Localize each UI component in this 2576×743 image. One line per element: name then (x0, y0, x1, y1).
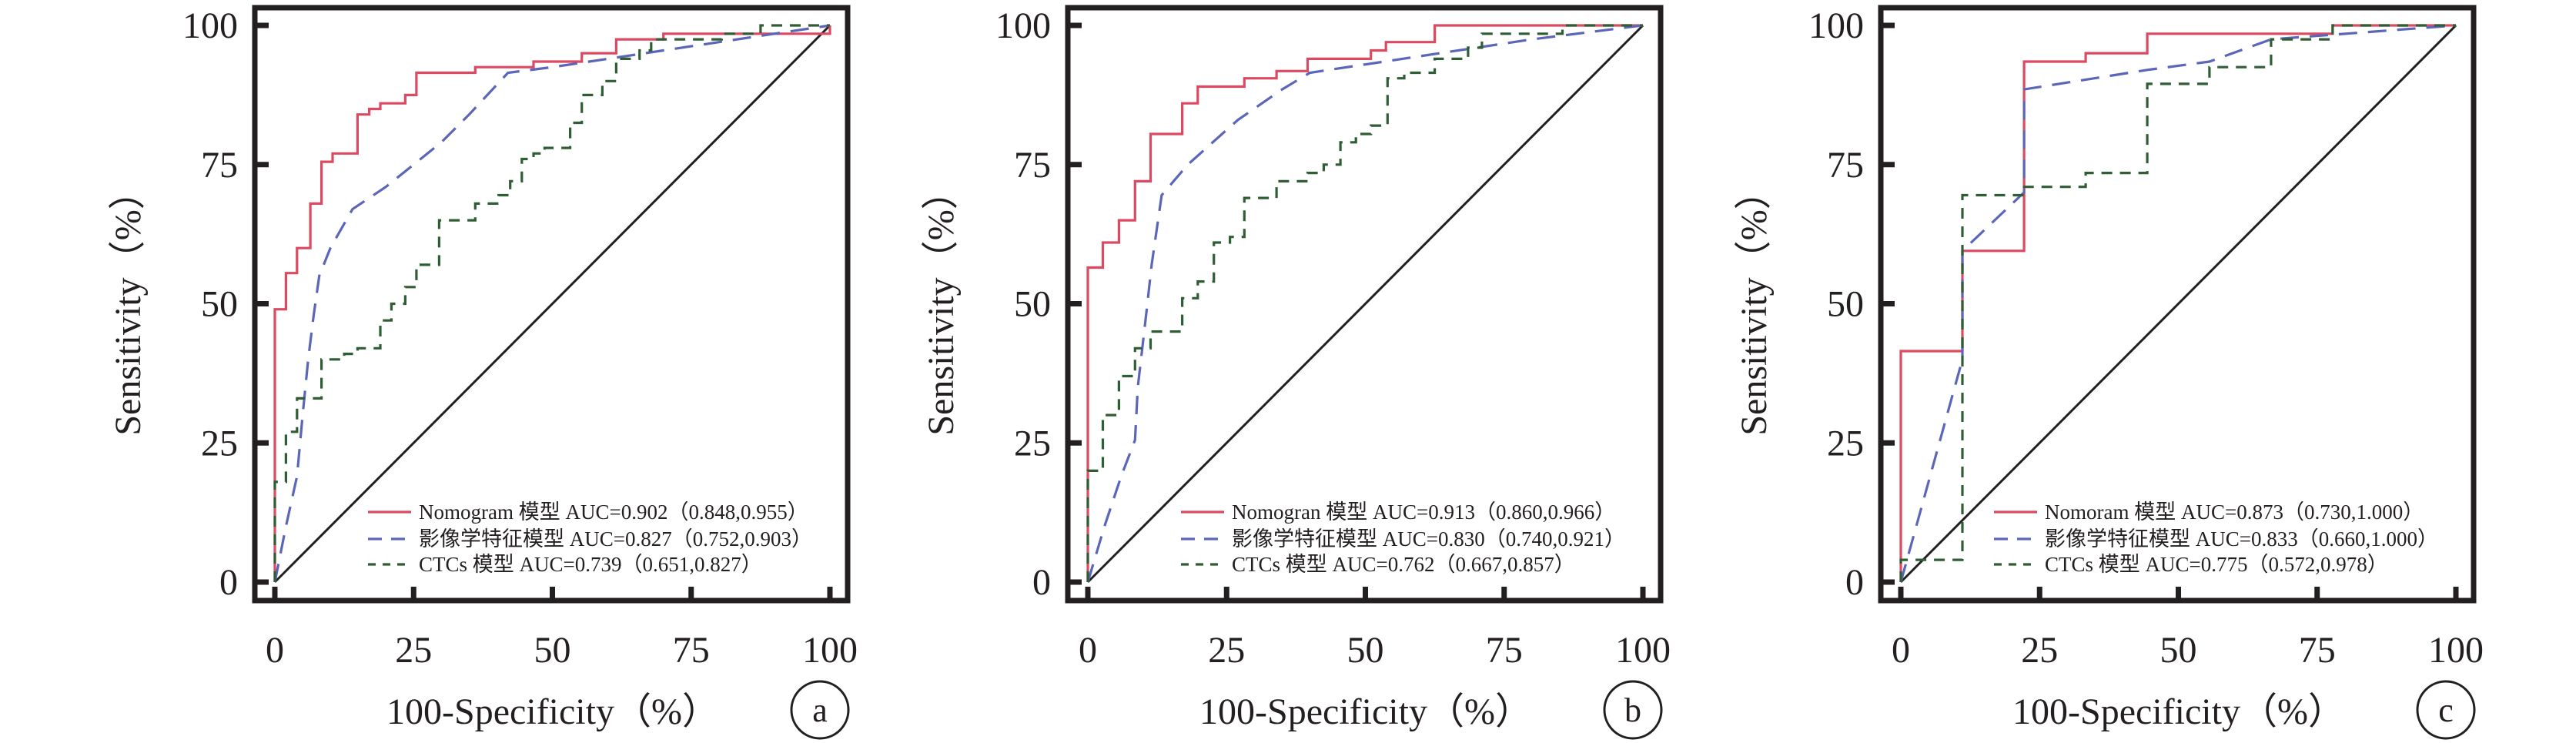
y-tick-label: 100 (182, 5, 238, 46)
x-tick-label: 25 (1208, 630, 1245, 671)
y-tick-label: 50 (201, 284, 238, 325)
y-axis-title: Sensitivity（%） (108, 172, 149, 435)
y-tick-label: 75 (1827, 145, 1864, 186)
reference-diagonal-line (273, 24, 831, 584)
legend-entry-imaging-feature: 影像学特征模型 AUC=0.830（0.740,0.921） (1232, 527, 1625, 551)
x-tick-label: 0 (1079, 630, 1097, 671)
roc-curve-imaging-feature (1086, 24, 1644, 583)
legend-entry-nomogram: Nomogram 模型 AUC=0.902（0.848,0.955） (419, 500, 808, 524)
legend-entry-nomogram: Nomogran 模型 AUC=0.913（0.860,0.966） (1232, 500, 1615, 524)
roc-curve-ctcs (273, 24, 830, 582)
y-tick-label: 100 (995, 5, 1051, 46)
x-tick-label: 75 (673, 630, 710, 671)
panel-label: c (2438, 691, 2454, 729)
x-tick-label: 50 (534, 630, 571, 671)
legend-entry-ctcs: CTCs 模型 AUC=0.739（0.651,0.827） (419, 553, 762, 576)
y-tick-label: 75 (1014, 145, 1051, 186)
x-tick-label: 0 (266, 630, 284, 671)
roc-panel-a: 0 25 50 75 100 0 25 50 75 100 Sensitivity（%） 100-Sp… (108, 5, 858, 740)
roc-panel-c: 0 25 50 75 100 0 25 50 75 100 Sensitivity（%） 100-Sp… (1734, 5, 2484, 740)
reference-diagonal-line (1086, 24, 1644, 584)
legend-entry-ctcs: CTCs 模型 AUC=0.775（0.572,0.978） (2045, 553, 2388, 576)
x-axis-title: 100-Specificity（%） (2012, 691, 2345, 732)
x-tick-label: 25 (395, 630, 432, 671)
y-tick-label: 25 (1827, 423, 1864, 464)
y-tick-label: 25 (201, 423, 238, 464)
x-tick-label: 0 (1892, 630, 1910, 671)
y-tick-label: 75 (201, 145, 238, 186)
panel-label-circle (2416, 680, 2476, 740)
legend-entry-imaging-feature: 影像学特征模型 AUC=0.833（0.660,1.000） (2045, 527, 2438, 551)
y-tick-label: 25 (1014, 423, 1051, 464)
y-axis-title: Sensitivity（%） (921, 172, 962, 435)
y-tick-label: 50 (1827, 284, 1864, 325)
x-tick-label: 100 (1615, 630, 1671, 671)
x-tick-label: 50 (1347, 630, 1384, 671)
roc-curve-ctcs (1086, 24, 1643, 582)
roc-curve-nomogram (1086, 24, 1643, 582)
x-tick-label: 50 (2160, 630, 2197, 671)
panel-label: b (1624, 691, 1641, 729)
panel-label: a (812, 691, 828, 729)
panel-label-circle (1603, 680, 1663, 740)
legend-entry-ctcs: CTCs 模型 AUC=0.762（0.667,0.857） (1232, 553, 1575, 576)
x-tick-label: 100 (2428, 630, 2484, 671)
x-tick-label: 75 (1486, 630, 1523, 671)
y-axis-title: Sensitivity（%） (1734, 172, 1775, 435)
x-axis-title: 100-Specificity（%） (1199, 691, 1532, 732)
x-tick-label: 75 (2299, 630, 2336, 671)
y-tick-label: 50 (1014, 284, 1051, 325)
x-tick-label: 100 (802, 630, 858, 671)
reference-diagonal-line (1899, 24, 2457, 584)
legend-entry-imaging-feature: 影像学特征模型 AUC=0.827（0.752,0.903） (419, 527, 812, 551)
roc-panel-b: 0 25 50 75 100 0 25 50 75 100 Sensitivity（%） 100-Sp… (921, 5, 1671, 740)
y-tick-label: 0 (219, 562, 238, 603)
y-tick-label: 0 (1032, 562, 1051, 603)
legend-entry-nomogram: Nomoram 模型 AUC=0.873（0.730,1.000） (2045, 500, 2424, 524)
roc-curve-nomogram (273, 25, 831, 582)
x-axis-title: 100-Specificity（%） (386, 691, 719, 732)
y-tick-label: 0 (1845, 562, 1864, 603)
roc-curve-imaging-feature (273, 24, 831, 583)
x-tick-label: 25 (2021, 630, 2058, 671)
roc-curve-ctcs (1899, 24, 2456, 582)
panel-label-circle (790, 680, 850, 740)
y-tick-label: 100 (1808, 5, 1864, 46)
